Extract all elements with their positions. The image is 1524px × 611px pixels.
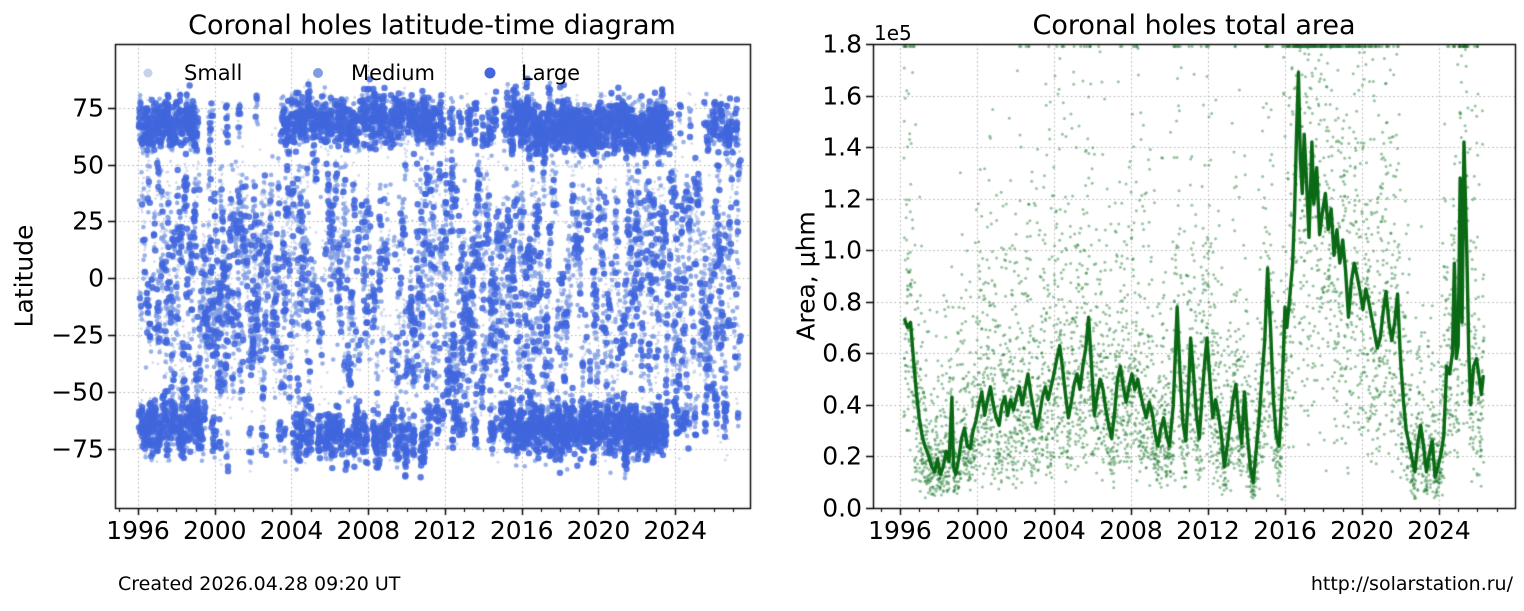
source-url: http://solarstation.ru/ (1310, 573, 1513, 595)
x-tick-label: 2024 (643, 516, 707, 545)
y-tick-label: 1.2 (822, 184, 862, 214)
y-tick-label: 0.8 (822, 287, 862, 317)
x-tick-label: 2008 (336, 516, 401, 545)
x-tick-label: 2008 (1099, 516, 1163, 545)
x-tick-label: 2016 (489, 516, 554, 545)
y-tick-label: 1.8 (822, 29, 862, 59)
right-y-axis-label: Area, μhm (791, 211, 821, 341)
x-tick-label: 2000 (945, 516, 1009, 545)
y-tick-label: 1.4 (822, 132, 862, 162)
legend-label-medium: Medium (351, 61, 435, 85)
y-tick-label: 1.6 (822, 81, 862, 111)
x-tick-label: 2024 (1407, 516, 1471, 545)
legend-marker-medium-icon (313, 68, 323, 78)
y-tick-label: 0.4 (822, 390, 862, 420)
legend-label-large: Large (521, 61, 581, 85)
y-axis-offset-label: 1e5 (874, 21, 912, 45)
x-tick-label: 2020 (1330, 516, 1394, 545)
x-tick-label: 2016 (1253, 516, 1317, 545)
y-tick-label: 75 (72, 93, 104, 123)
y-tick-label: −75 (51, 434, 104, 464)
x-tick-label: 2012 (1176, 516, 1240, 545)
y-tick-label: −50 (51, 377, 104, 407)
y-tick-label: 0.2 (822, 441, 862, 471)
x-tick-label: 2000 (182, 516, 247, 545)
x-tick-label: 2012 (413, 516, 477, 545)
y-tick-label: 0.6 (822, 338, 862, 368)
x-tick-label: 1996 (868, 516, 932, 545)
x-tick-label: 1996 (106, 516, 170, 545)
y-tick-label: 1.0 (822, 235, 862, 265)
x-tick-label: 2004 (1022, 516, 1086, 545)
legend-marker-large-icon (484, 67, 496, 79)
y-tick-label: 25 (72, 206, 104, 236)
created-timestamp: Created 2026.04.28 09:20 UT (118, 573, 401, 595)
legend-label-small: Small (184, 61, 243, 85)
left-chart-title: Coronal holes latitude-time diagram (188, 10, 676, 41)
left-y-axis-label: Latitude (9, 224, 39, 328)
y-tick-label: −25 (51, 320, 104, 350)
x-tick-label: 2020 (566, 516, 631, 545)
legend-marker-small-icon (143, 68, 153, 78)
y-tick-label: 0 (88, 263, 104, 293)
x-tick-label: 2004 (259, 516, 324, 545)
y-tick-label: 50 (72, 150, 104, 180)
right-chart-title: Coronal holes total area (1032, 10, 1356, 41)
y-tick-label: 0.0 (822, 493, 862, 523)
